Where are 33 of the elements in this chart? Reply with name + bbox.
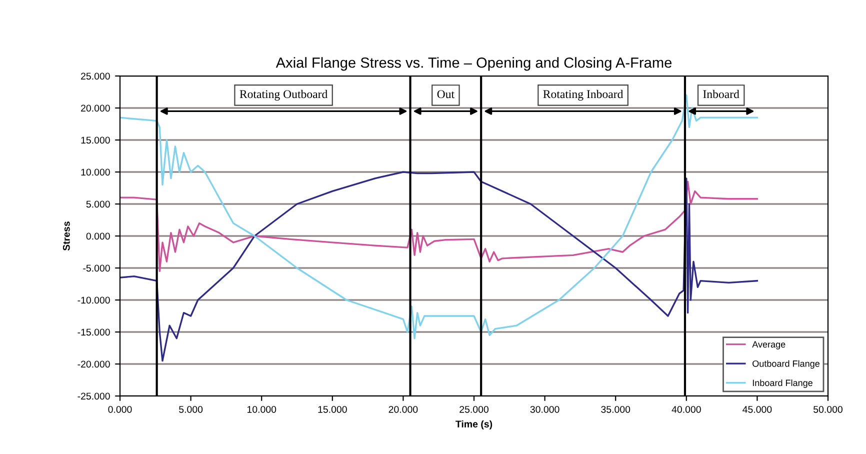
annotation: Rotating Inboard	[543, 90, 624, 101]
y-axis-title: Stress	[62, 222, 70, 251]
annotation: Out	[437, 90, 454, 98]
y-tick-label: 20.000	[81, 104, 110, 112]
x-tick-label: 40.000	[672, 406, 701, 413]
x-tick-label: 35.000	[601, 406, 630, 413]
chart-title: Axial Flange Stress vs. Time – Opening and Closing A-Frame	[276, 57, 672, 71]
y-tick-label: 15.000	[81, 136, 110, 144]
y-tick-label: -25.000	[78, 392, 110, 400]
y-tick-label: -10.000	[78, 296, 110, 304]
annotation: Inboard	[703, 90, 740, 98]
x-tick-label: 25.000	[460, 406, 488, 413]
y-tick-label: -15.000	[78, 328, 110, 336]
x-tick-label: 45.000	[742, 406, 772, 413]
x-tick-label: 50.000	[814, 406, 842, 413]
legend-label: Inboard Flange	[752, 379, 812, 388]
legend-label: Outboard Flange	[752, 360, 820, 369]
x-axis-title: Time (s)	[456, 420, 492, 430]
legend-label: Average	[752, 341, 786, 350]
y-tick-label: 10.000	[81, 168, 110, 176]
y-tick-label: -5.000	[83, 264, 110, 272]
line-series	[120, 180, 758, 272]
x-tick-label: 10.000	[247, 406, 276, 413]
y-tick-label: 25.000	[81, 72, 110, 80]
annotation: Rotating Outboard	[240, 90, 328, 101]
x-tick-label: 0.000	[108, 406, 132, 413]
x-tick-label: 30.000	[530, 406, 560, 413]
y-tick-label: -20.000	[78, 360, 110, 368]
x-tick-label: 5.000	[179, 406, 203, 413]
y-tick-label: 0.000	[86, 232, 110, 240]
y-tick-label: 5.000	[86, 200, 110, 208]
x-tick-label: 20.000	[388, 406, 418, 413]
x-tick-label: 15.000	[318, 406, 347, 413]
